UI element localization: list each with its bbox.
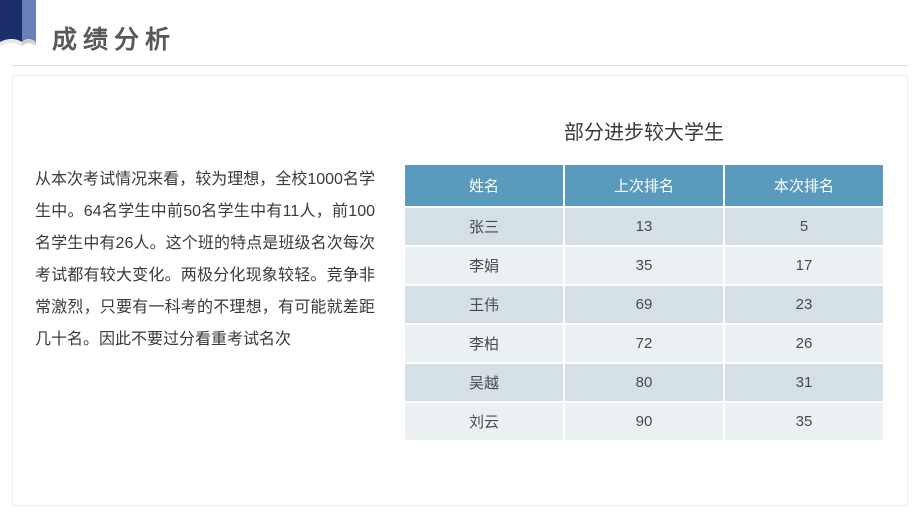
- table-row: 刘云 90 35: [404, 402, 884, 441]
- cell-curr: 35: [724, 402, 884, 441]
- cell-prev: 13: [564, 207, 724, 246]
- cell-curr: 17: [724, 246, 884, 285]
- table-row: 吴越 80 31: [404, 363, 884, 402]
- cell-curr: 31: [724, 363, 884, 402]
- progress-table: 姓名 上次排名 本次排名 张三 13 5 李娟 35 17: [403, 163, 885, 442]
- cell-prev: 72: [564, 324, 724, 363]
- table-caption: 部分进步较大学生: [403, 116, 885, 145]
- col-header-curr-rank: 本次排名: [724, 164, 884, 207]
- analysis-paragraph: 从本次考试情况来看，较为理想，全校1000名学生中。64名学生中前50名学生中有…: [35, 164, 375, 356]
- cell-prev: 35: [564, 246, 724, 285]
- cell-name: 吴越: [404, 363, 564, 402]
- col-header-prev-rank: 上次排名: [564, 164, 724, 207]
- table-row: 王伟 69 23: [404, 285, 884, 324]
- cell-curr: 5: [724, 207, 884, 246]
- cell-name: 张三: [404, 207, 564, 246]
- table-body: 张三 13 5 李娟 35 17 王伟 69 23: [404, 207, 884, 441]
- cell-name: 李柏: [404, 324, 564, 363]
- cell-prev: 69: [564, 285, 724, 324]
- cell-prev: 90: [564, 402, 724, 441]
- header-divider: [12, 65, 908, 66]
- left-column: 从本次考试情况来看，较为理想，全校1000名学生中。64名学生中前50名学生中有…: [35, 116, 375, 475]
- cell-name: 李娟: [404, 246, 564, 285]
- slide-page: 成绩分析 从本次考试情况来看，较为理想，全校1000名学生中。64名学生中前50…: [0, 0, 920, 518]
- header: 成绩分析: [52, 20, 176, 56]
- corner-book-icon: [0, 0, 36, 50]
- cell-curr: 26: [724, 324, 884, 363]
- table-header: 姓名 上次排名 本次排名: [404, 164, 884, 207]
- content-area: 从本次考试情况来看，较为理想，全校1000名学生中。64名学生中前50名学生中有…: [12, 75, 908, 506]
- cell-curr: 23: [724, 285, 884, 324]
- table-row: 李娟 35 17: [404, 246, 884, 285]
- table-row: 张三 13 5: [404, 207, 884, 246]
- cell-name: 刘云: [404, 402, 564, 441]
- right-column: 部分进步较大学生 姓名 上次排名 本次排名 张三 13 5: [403, 116, 885, 475]
- page-title: 成绩分析: [52, 20, 176, 56]
- cell-name: 王伟: [404, 285, 564, 324]
- cell-prev: 80: [564, 363, 724, 402]
- col-header-name: 姓名: [404, 164, 564, 207]
- table-row: 李柏 72 26: [404, 324, 884, 363]
